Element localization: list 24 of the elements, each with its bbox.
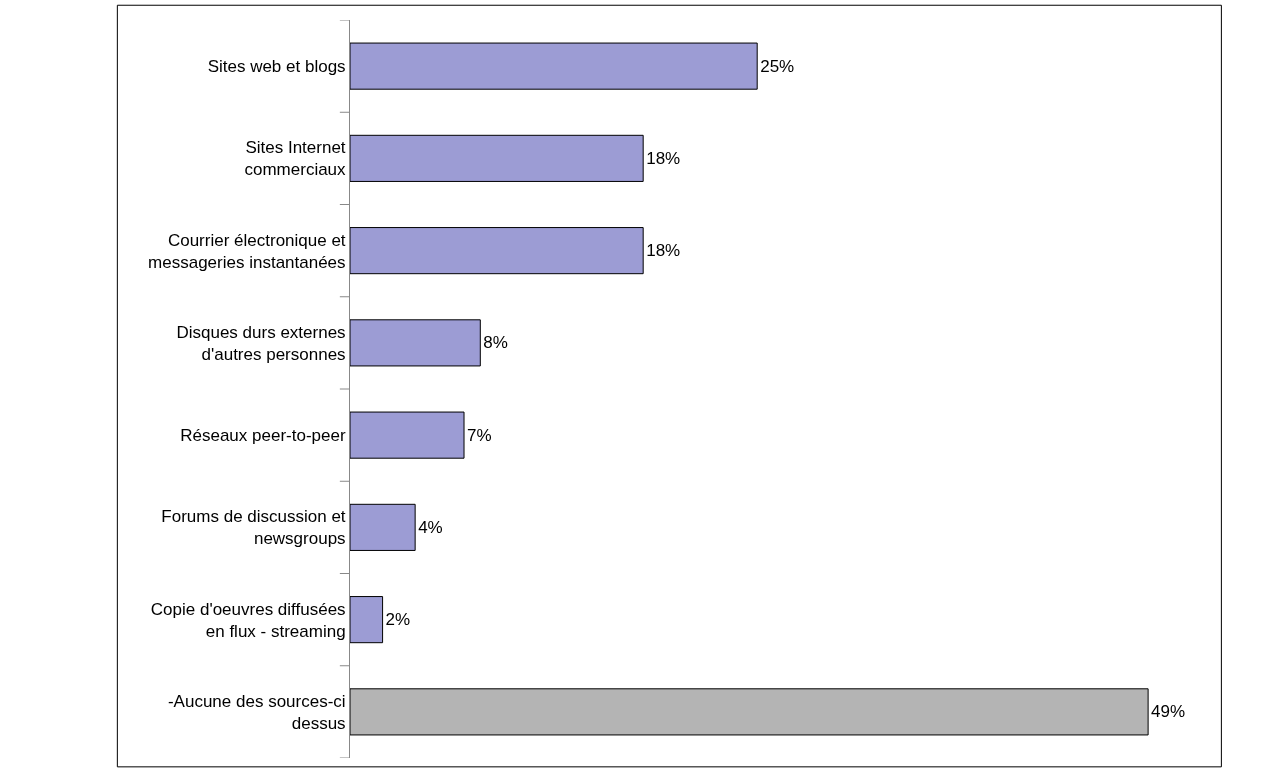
data-label: 8%: [483, 333, 508, 353]
data-label: 4%: [418, 517, 443, 537]
bar: [350, 319, 481, 367]
y-tick-label: Disques durs externes d'autres personnes: [176, 322, 346, 364]
bar: [350, 503, 416, 551]
data-label: 2%: [385, 610, 411, 630]
y-tick-label: Sites web et blogs: [207, 57, 346, 77]
data-label: 18%: [646, 148, 681, 168]
y-tick-label: Réseaux peer-to-peer: [180, 426, 346, 446]
y-tick-label: Courrier électronique et messageries instantanées: [148, 230, 346, 272]
y-tick-label: Copie d'oeuvres diffusées en flux - streaming: [150, 599, 346, 641]
data-label: 18%: [646, 241, 681, 261]
y-tick-label: Forums de discussion et newsgroups: [161, 507, 346, 549]
bar: [350, 596, 384, 644]
bar: [350, 411, 465, 459]
y-tick-label: -Aucune des sources-ci dessus: [167, 691, 346, 733]
data-label: 49%: [1151, 702, 1186, 722]
bar: [350, 227, 644, 275]
bar: [350, 688, 1149, 736]
bar: [350, 42, 758, 90]
y-tick-label: Sites Internet commerciaux: [244, 138, 347, 180]
bar: [350, 134, 644, 182]
data-label: 25%: [760, 56, 795, 76]
data-label: 7%: [467, 425, 492, 445]
